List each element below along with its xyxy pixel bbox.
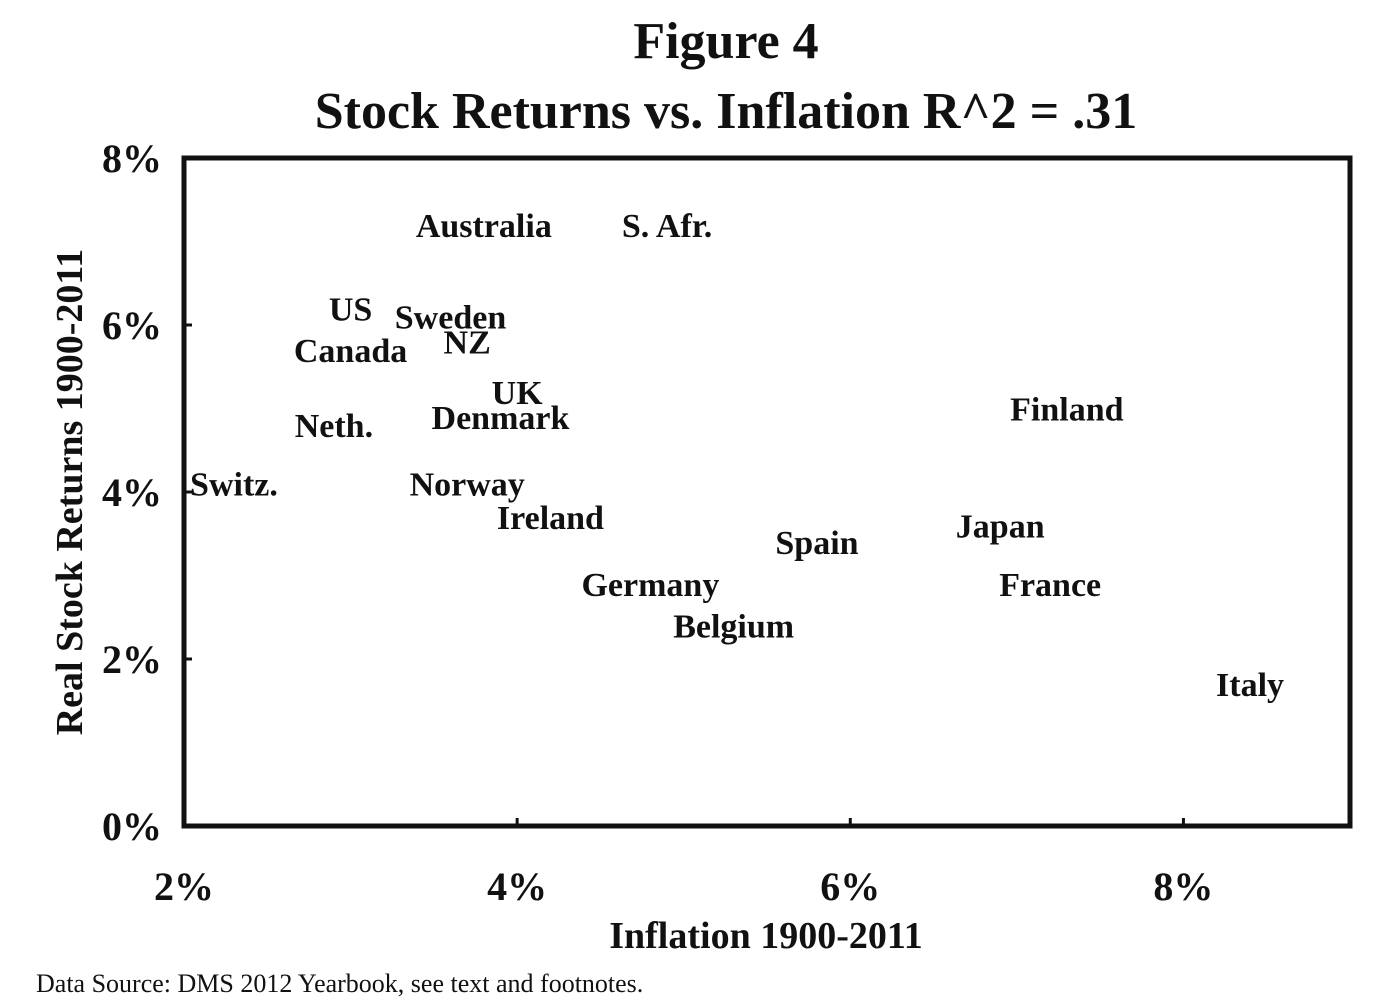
point-label-denmark: Denmark [432, 400, 570, 437]
y-tick-label: 6% [102, 303, 162, 348]
point-label-spain: Spain [775, 525, 858, 562]
point-label-italy: Italy [1216, 667, 1284, 704]
x-tick-label: 2% [154, 864, 214, 909]
chart-title: Figure 4 [633, 13, 818, 70]
point-label-australia: Australia [416, 208, 552, 245]
point-label-switz: Switz. [190, 467, 278, 504]
y-axis-ticks: 0% 2% 4% 6% 8% [102, 136, 192, 849]
point-label-canada: Canada [294, 333, 407, 370]
point-label-s-afr: S. Afr. [622, 208, 712, 245]
y-tick-label: 2% [102, 637, 162, 682]
x-axis-label: Inflation 1900-2011 [609, 915, 923, 957]
point-label-norway: Norway [410, 467, 525, 504]
point-label-finland: Finland [1010, 392, 1123, 429]
point-label-nz: NZ [444, 325, 491, 362]
chart-subtitle: Stock Returns vs. Inflation R^2 = .31 [315, 83, 1138, 140]
point-label-france: France [999, 567, 1101, 604]
point-label-germany: Germany [581, 567, 719, 604]
point-label-us: US [329, 291, 372, 328]
point-label-sweden: Sweden [395, 300, 507, 337]
data-source-note: Data Source: DMS 2012 Yearbook, see text… [36, 969, 643, 998]
point-label-belgium: Belgium [673, 609, 794, 646]
x-tick-label: 4% [487, 864, 547, 909]
x-tick-label: 8% [1153, 864, 1213, 909]
point-label-neth: Neth. [295, 408, 373, 445]
point-label-ireland: Ireland [497, 500, 604, 537]
x-axis-ticks: 2% 4% 6% 8% [154, 818, 1213, 909]
x-tick-label: 6% [820, 864, 880, 909]
point-label-japan: Japan [956, 508, 1045, 545]
point-label-uk: UK [492, 375, 544, 412]
y-tick-label: 4% [102, 470, 162, 515]
y-axis-label: Real Stock Returns 1900-2011 [49, 249, 91, 736]
y-tick-label: 0% [102, 804, 162, 849]
plot-frame [181, 155, 1353, 829]
y-tick-label: 8% [102, 136, 162, 181]
